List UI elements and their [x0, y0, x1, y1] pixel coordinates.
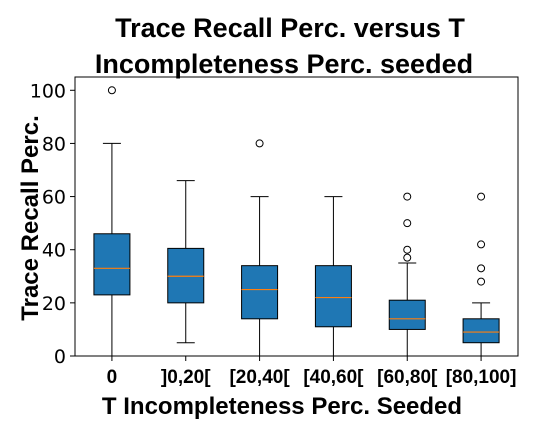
outlier-point: [403, 219, 412, 228]
box-iqr: [462, 318, 500, 344]
y-tick-label: 20: [42, 293, 66, 315]
x-tick-label: [40,60[: [303, 367, 364, 388]
y-tick-label: 40: [42, 240, 66, 262]
x-tick-label: 0: [107, 367, 118, 388]
y-tick-label: 80: [42, 133, 66, 155]
outlier-point: [477, 277, 486, 286]
outlier-point: [477, 240, 486, 249]
outlier-point: [107, 86, 116, 95]
outlier-point: [477, 192, 486, 201]
y-tick-label: 60: [42, 187, 66, 209]
outlier-point: [403, 192, 412, 201]
chart-title-line-2: Incompleteness Perc. seeded: [95, 49, 473, 79]
chart-title-line-1: Trace Recall Perc. versus T: [115, 13, 465, 43]
y-axis-label: Trace Recall Perc.: [17, 115, 44, 320]
x-tick-label: [60,80[: [377, 367, 438, 388]
axes-frame: [74, 76, 519, 357]
box-iqr: [167, 247, 205, 304]
y-tick-label: 0: [54, 346, 66, 368]
plot-area: 0 20 40 60 80 100 0 ]0,20[ [20,40[ [40,60[ [60,80[…: [30, 76, 519, 388]
box-iqr: [388, 299, 426, 330]
y-tick-label: 100: [30, 80, 66, 102]
x-tick-label: ]0,20[: [161, 367, 211, 388]
box-iqr: [241, 265, 279, 320]
outlier-point: [403, 245, 412, 254]
box-iqr: [93, 233, 131, 296]
box-iqr: [314, 265, 352, 328]
outlier-point: [477, 264, 486, 273]
x-tick-label: [20,40[: [229, 367, 290, 388]
x-tick-label: [80,100]: [446, 367, 517, 388]
outlier-point: [403, 253, 412, 262]
x-axis-label: T Incompleteness Perc. Seeded: [102, 393, 462, 420]
outlier-point: [255, 139, 264, 148]
